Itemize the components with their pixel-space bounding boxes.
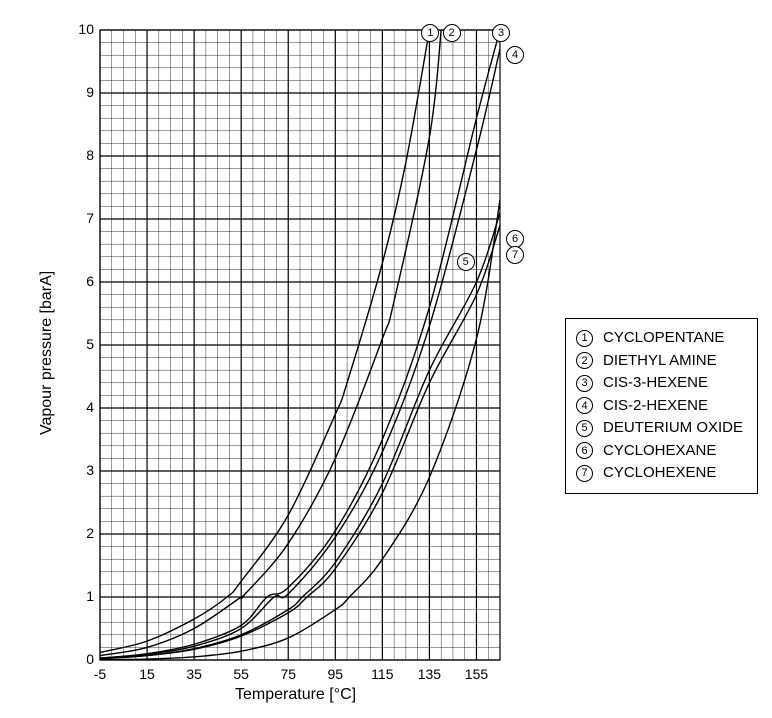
legend-number-icon: 6: [576, 442, 593, 459]
legend-item: 1 CYCLOPENTANE: [576, 327, 743, 350]
legend-label: CYCLOHEXANE: [603, 440, 716, 463]
curve-marker-7: 7: [506, 246, 524, 264]
x-tick-label: -5: [85, 666, 115, 682]
y-tick-label: 2: [64, 525, 94, 541]
legend-label: CYCLOHEXENE: [603, 462, 716, 485]
legend-item: 5 DEUTERIUM OXIDE: [576, 417, 743, 440]
x-tick-label: 75: [273, 666, 303, 682]
x-tick-label: 115: [367, 666, 397, 682]
legend-label: CIS-2-HEXENE: [603, 395, 708, 418]
legend-item: 4 CIS-2-HEXENE: [576, 395, 743, 418]
y-tick-label: 6: [64, 273, 94, 289]
y-tick-label: 0: [64, 651, 94, 667]
y-tick-label: 4: [64, 399, 94, 415]
legend-number-icon: 3: [576, 375, 593, 392]
x-axis-label: Temperature [°C]: [235, 686, 356, 704]
y-tick-label: 3: [64, 462, 94, 478]
curve-marker-4: 4: [506, 46, 524, 64]
legend-number-icon: 4: [576, 397, 593, 414]
legend-number-icon: 7: [576, 465, 593, 482]
vapour-pressure-chart: Vapour pressure [barA] Temperature [°C] …: [20, 10, 530, 715]
curve-marker-3: 3: [492, 24, 510, 42]
x-tick-label: 135: [414, 666, 444, 682]
curve-marker-5: 5: [457, 253, 475, 271]
legend-number-icon: 5: [576, 420, 593, 437]
y-tick-label: 8: [64, 147, 94, 163]
x-tick-label: 95: [320, 666, 350, 682]
y-tick-label: 10: [64, 21, 94, 37]
legend: 1 CYCLOPENTANE 2 DIETHYL AMINE 3 CIS-3-HEXENE…: [565, 318, 758, 494]
legend-label: DEUTERIUM OXIDE: [603, 417, 743, 440]
x-tick-label: 55: [226, 666, 256, 682]
curve-marker-2: 2: [443, 24, 461, 42]
x-tick-label: 15: [132, 666, 162, 682]
legend-label: CYCLOPENTANE: [603, 327, 724, 350]
legend-item: 6 CYCLOHEXANE: [576, 440, 743, 463]
x-tick-label: 155: [461, 666, 491, 682]
y-tick-label: 7: [64, 210, 94, 226]
legend-label: DIETHYL AMINE: [603, 350, 717, 373]
legend-number-icon: 2: [576, 352, 593, 369]
legend-number-icon: 1: [576, 330, 593, 347]
y-tick-label: 1: [64, 588, 94, 604]
chart-svg: [20, 10, 530, 710]
legend-item: 3 CIS-3-HEXENE: [576, 372, 743, 395]
legend-item: 7 CYCLOHEXENE: [576, 462, 743, 485]
y-tick-label: 9: [64, 84, 94, 100]
y-tick-label: 5: [64, 336, 94, 352]
x-tick-label: 35: [179, 666, 209, 682]
legend-label: CIS-3-HEXENE: [603, 372, 708, 395]
legend-item: 2 DIETHYL AMINE: [576, 350, 743, 373]
y-axis-label: Vapour pressure [barA]: [38, 271, 56, 435]
